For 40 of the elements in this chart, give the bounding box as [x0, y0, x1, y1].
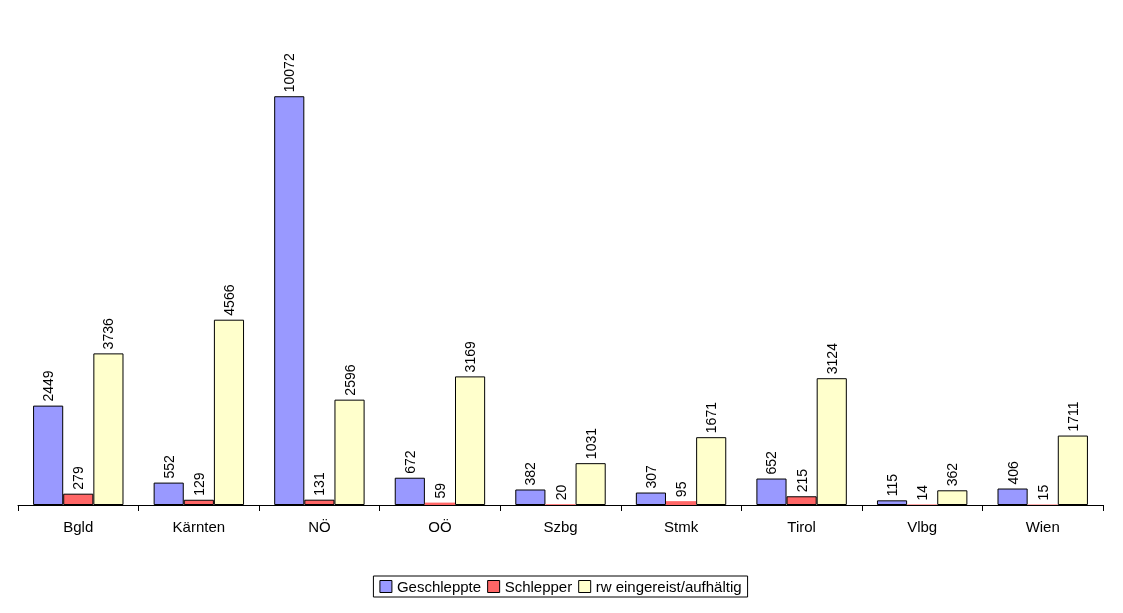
- data-label: 215: [793, 468, 810, 493]
- data-label: 552: [160, 455, 177, 479]
- x-tick-label: Kärnten: [172, 518, 226, 535]
- legend-label: Schlepper: [504, 578, 573, 595]
- data-label: 1711: [1064, 401, 1081, 432]
- legend-label: rw eingereist/aufhältig: [595, 578, 742, 595]
- x-tick-label: OÖ: [428, 518, 452, 535]
- data-label: 2449: [40, 370, 57, 402]
- data-label: 672: [401, 450, 418, 474]
- data-label: 131: [311, 472, 328, 496]
- data-label: 3736: [100, 318, 117, 350]
- legend-label: Geschleppte: [396, 578, 482, 595]
- data-label: 362: [944, 462, 961, 487]
- data-label: 3124: [823, 342, 840, 375]
- data-label: 129: [190, 472, 207, 496]
- data-label: 4566: [220, 284, 237, 316]
- x-tick-label: Szbg: [543, 518, 578, 535]
- x-tick-label: Bgld: [63, 518, 94, 535]
- data-label: 10072: [281, 53, 298, 93]
- data-label: 3169: [462, 341, 479, 373]
- data-label: 115: [884, 473, 901, 497]
- data-label: 406: [1004, 460, 1021, 485]
- data-label: 1671: [703, 401, 720, 434]
- x-tick-label: Tirol: [787, 518, 816, 535]
- data-label: 382: [522, 461, 539, 486]
- data-label: 2596: [341, 364, 358, 396]
- x-tick-label: Vlbg: [907, 518, 938, 535]
- data-label: 59: [431, 482, 448, 499]
- x-tick-label: NÖ: [308, 518, 331, 535]
- data-label: 15: [1034, 484, 1051, 501]
- data-label: 14: [914, 484, 931, 501]
- data-label: 307: [642, 464, 659, 489]
- data-label: 95: [673, 481, 690, 498]
- x-tick-label: Stmk: [663, 518, 699, 535]
- bar: [665, 501, 697, 505]
- data-label: 652: [763, 450, 780, 475]
- x-tick-label: Wien: [1025, 518, 1060, 535]
- data-label: 20: [552, 484, 569, 501]
- data-label: 279: [70, 466, 87, 490]
- data-label: 1031: [582, 427, 599, 460]
